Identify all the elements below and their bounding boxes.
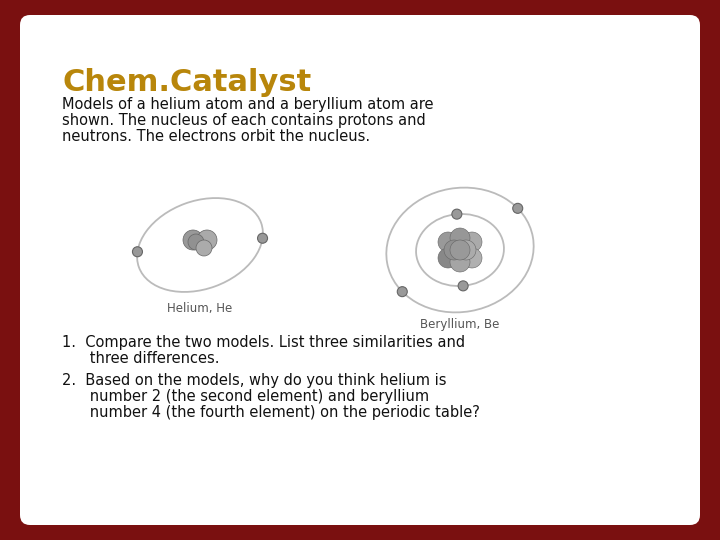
Circle shape [458,281,468,291]
Text: 1.  Compare the two models. List three similarities and: 1. Compare the two models. List three si… [62,335,465,350]
Polygon shape [638,496,650,512]
Text: Helium, He: Helium, He [167,302,233,315]
Circle shape [462,232,482,252]
Circle shape [450,228,470,248]
Circle shape [397,287,408,296]
Text: three differences.: three differences. [62,351,220,366]
Circle shape [450,252,470,272]
Circle shape [197,230,217,250]
Polygon shape [688,496,700,512]
Polygon shape [656,496,668,512]
Circle shape [183,230,203,250]
Circle shape [196,240,212,256]
Circle shape [450,240,470,260]
Text: neutrons. The electrons orbit the nucleus.: neutrons. The electrons orbit the nucleu… [62,129,370,144]
Circle shape [438,248,458,268]
Text: 2.  Based on the models, why do you think helium is: 2. Based on the models, why do you think… [62,373,446,388]
Text: number 4 (the fourth element) on the periodic table?: number 4 (the fourth element) on the per… [62,405,480,420]
Circle shape [513,204,523,213]
Circle shape [438,232,458,252]
Circle shape [444,240,464,260]
Circle shape [188,234,204,250]
FancyBboxPatch shape [20,15,700,525]
Text: Models of a helium atom and a beryllium atom are: Models of a helium atom and a beryllium … [62,97,433,112]
Text: number 2 (the second element) and beryllium: number 2 (the second element) and beryll… [62,389,429,404]
Circle shape [452,209,462,219]
Circle shape [132,247,143,256]
Text: Chem.Catalyst: Chem.Catalyst [62,68,311,97]
Circle shape [258,233,268,243]
Circle shape [456,240,476,260]
Circle shape [462,248,482,268]
Text: shown. The nucleus of each contains protons and: shown. The nucleus of each contains prot… [62,113,426,128]
Text: Beryllium, Be: Beryllium, Be [420,318,500,331]
